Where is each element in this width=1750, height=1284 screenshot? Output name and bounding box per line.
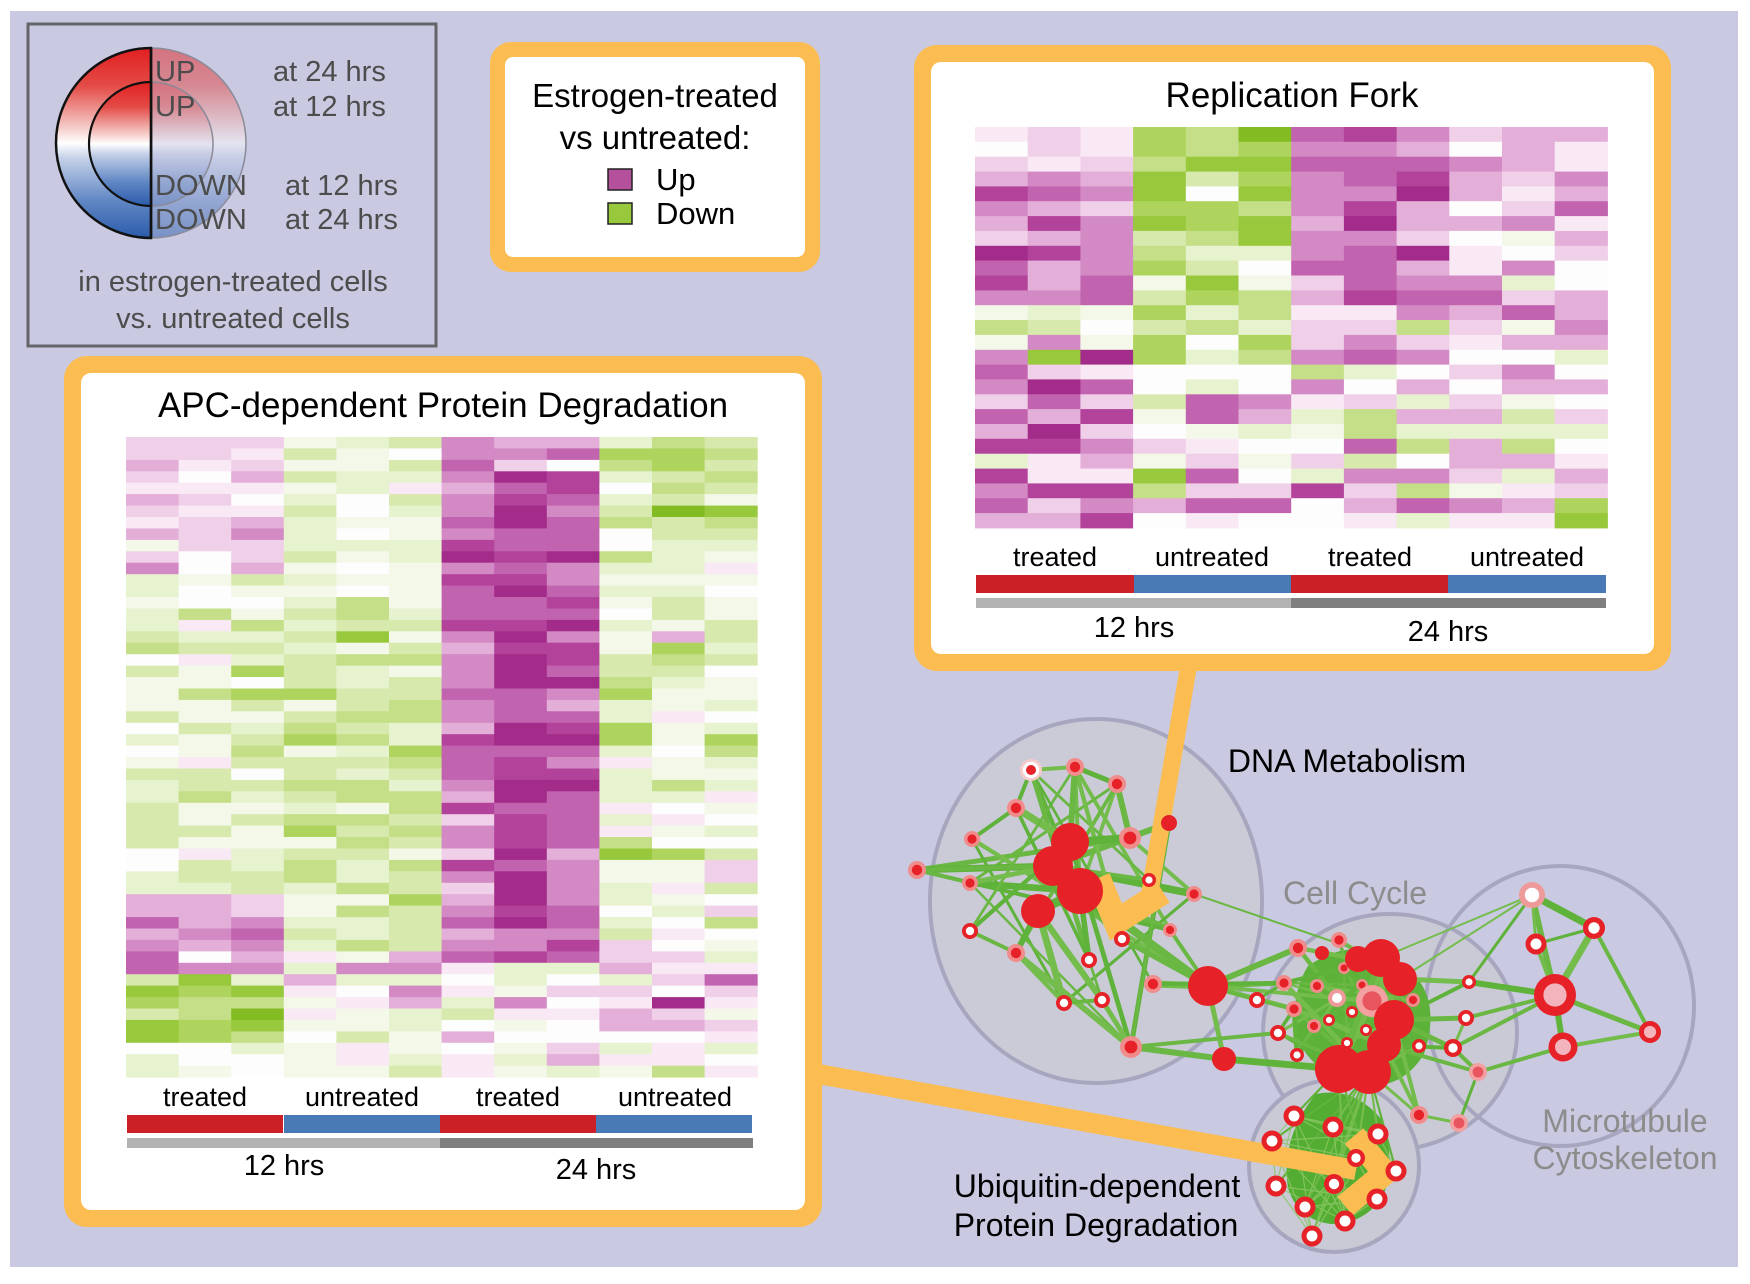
svg-text:untreated: untreated xyxy=(1470,542,1584,572)
svg-text:treated: treated xyxy=(1328,542,1412,572)
svg-text:UP: UP xyxy=(155,56,195,88)
svg-text:at 12 hrs: at 12 hrs xyxy=(273,91,386,123)
svg-text:UP: UP xyxy=(155,91,195,123)
svg-text:12 hrs: 12 hrs xyxy=(1094,612,1175,644)
svg-text:treated: treated xyxy=(163,1082,247,1112)
svg-text:Microtubule: Microtubule xyxy=(1542,1103,1707,1139)
svg-text:untreated: untreated xyxy=(305,1082,419,1112)
svg-text:at 24 hrs: at 24 hrs xyxy=(285,204,398,236)
svg-text:at 12 hrs: at 12 hrs xyxy=(285,170,398,202)
svg-text:Protein Degradation: Protein Degradation xyxy=(954,1207,1239,1243)
svg-text:Replication Fork: Replication Fork xyxy=(1166,76,1419,115)
svg-text:DOWN: DOWN xyxy=(155,170,247,202)
svg-text:treated: treated xyxy=(476,1082,560,1112)
svg-text:DNA Metabolism: DNA Metabolism xyxy=(1228,743,1466,779)
svg-text:in estrogen-treated cells: in estrogen-treated cells xyxy=(78,266,388,298)
svg-text:Cell Cycle: Cell Cycle xyxy=(1283,875,1427,911)
svg-text:Ubiquitin-dependent: Ubiquitin-dependent xyxy=(954,1168,1241,1204)
svg-text:24 hrs: 24 hrs xyxy=(556,1154,637,1186)
svg-text:Up: Up xyxy=(656,162,696,197)
svg-text:Cytoskeleton: Cytoskeleton xyxy=(1533,1140,1718,1176)
svg-text:untreated: untreated xyxy=(618,1082,732,1112)
svg-text:vs untreated:: vs untreated: xyxy=(560,119,751,156)
svg-text:APC-dependent Protein Degradat: APC-dependent Protein Degradation xyxy=(158,386,728,425)
svg-text:DOWN: DOWN xyxy=(155,204,247,236)
svg-text:vs. untreated cells: vs. untreated cells xyxy=(116,303,350,335)
svg-text:treated: treated xyxy=(1013,542,1097,572)
svg-text:untreated: untreated xyxy=(1155,542,1269,572)
svg-text:Estrogen-treated: Estrogen-treated xyxy=(532,77,778,114)
svg-text:24 hrs: 24 hrs xyxy=(1408,616,1489,648)
svg-text:at 24 hrs: at 24 hrs xyxy=(273,56,386,88)
svg-text:12 hrs: 12 hrs xyxy=(244,1150,325,1182)
svg-text:Down: Down xyxy=(656,196,735,231)
